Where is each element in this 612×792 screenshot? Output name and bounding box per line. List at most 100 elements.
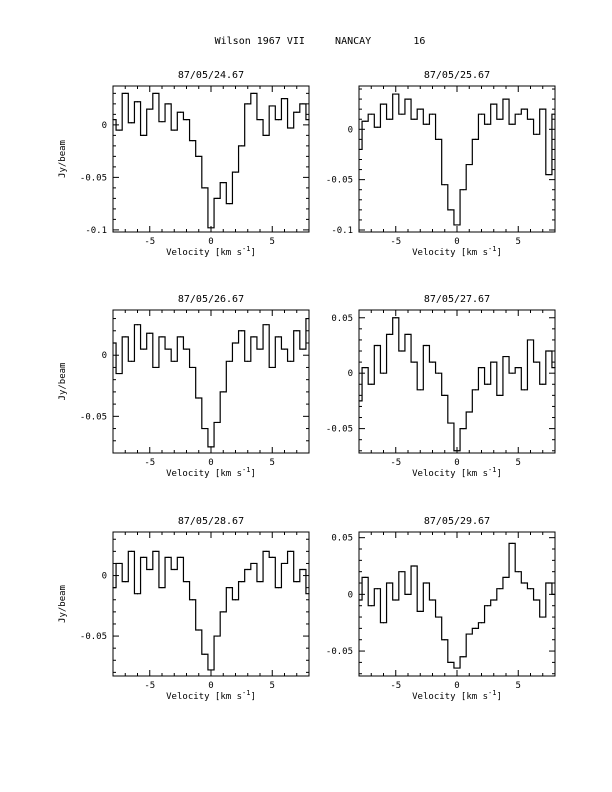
- data-point: [136, 101, 139, 103]
- x-axis-label: Velocity [km s-1]: [166, 245, 256, 258]
- y-tick-label: 0: [102, 121, 107, 131]
- data-point: [536, 599, 538, 601]
- data-point: [283, 562, 286, 565]
- y-tick-label: 0.05: [331, 314, 353, 324]
- x-tick-label: 5: [516, 681, 521, 691]
- data-point: [444, 394, 446, 396]
- data-point: [511, 372, 513, 374]
- data-point: [173, 360, 175, 362]
- data-point: [376, 126, 378, 128]
- data-point: [407, 98, 409, 100]
- data-point: [425, 582, 427, 584]
- panel-5: 87/05/28.67 -5 0 5 0 -0.05 Velocity [km s-1] Jy…: [58, 516, 310, 702]
- data-point: [382, 622, 385, 624]
- data-point: [192, 366, 194, 369]
- panel-frame: [112, 85, 310, 233]
- data-point: [308, 317, 310, 320]
- data-point: [419, 389, 421, 391]
- data-point: [124, 581, 126, 583]
- data-point: [499, 588, 501, 590]
- x-tick-label: -5: [390, 681, 401, 691]
- data-point: [143, 134, 145, 136]
- data-point: [493, 361, 495, 363]
- data-point: [529, 588, 532, 590]
- data-point: [474, 389, 476, 391]
- data-point: [228, 203, 230, 205]
- data-point: [523, 582, 525, 584]
- data-point: [234, 342, 237, 344]
- data-point: [480, 113, 483, 115]
- data-point: [376, 588, 378, 590]
- data-point: [456, 667, 458, 669]
- y-tick-label: 0.05: [331, 534, 353, 544]
- data-point: [517, 367, 519, 369]
- data-point: [413, 361, 415, 363]
- data-point: [216, 421, 218, 424]
- data-point: [364, 576, 366, 578]
- data-point: [308, 593, 310, 595]
- data-point: [468, 633, 470, 635]
- data-point: [167, 348, 169, 350]
- data-point: [155, 92, 157, 94]
- data-point: [536, 361, 538, 363]
- data-point: [370, 383, 372, 385]
- y-axis-label: Jy/beam: [58, 585, 68, 623]
- y-tick-label: 0: [348, 125, 353, 135]
- data-point: [241, 581, 243, 583]
- data-point: [370, 113, 372, 115]
- panel-4: 87/05/27.67 -5 0 5 0.05 0 -0.05 Velocity [km s-…: [326, 294, 556, 479]
- data-point: [364, 120, 366, 122]
- panel-title: 87/05/29.67: [424, 516, 490, 527]
- x-axis-label: Velocity [km s-1]: [412, 245, 502, 258]
- data-point: [277, 587, 279, 589]
- data-point: [358, 599, 360, 601]
- y-tick-label: -0.05: [80, 632, 107, 642]
- x-tick-label: 5: [270, 237, 275, 247]
- data-point: [474, 627, 476, 629]
- data-point: [155, 366, 157, 369]
- data-point: [376, 344, 378, 347]
- data-point: [185, 581, 188, 583]
- data-point: [228, 587, 230, 589]
- data-point: [130, 360, 132, 362]
- data-point: [370, 605, 372, 607]
- data-point: [395, 93, 397, 95]
- data-point: [419, 108, 421, 110]
- data-point: [228, 360, 230, 362]
- data-point: [161, 336, 163, 338]
- data-point: [505, 355, 507, 358]
- data-point: [216, 635, 218, 637]
- data-point: [204, 653, 206, 655]
- data-point: [364, 367, 366, 369]
- y-tick-label: 0: [348, 369, 353, 379]
- data-point: [259, 348, 261, 350]
- data-point: [124, 336, 126, 338]
- data-point: [431, 599, 434, 601]
- y-tick-label: 0: [102, 351, 107, 361]
- data-point: [155, 550, 157, 552]
- panel-title: 87/05/28.67: [178, 516, 244, 527]
- panel-title: 87/05/26.67: [178, 294, 244, 305]
- y-tick-label: 0: [348, 590, 353, 600]
- y-tick-label: -0.05: [326, 647, 353, 657]
- data-point: [548, 582, 550, 584]
- panel-frame: [358, 85, 556, 233]
- data-point: [277, 119, 279, 121]
- data-point: [462, 428, 464, 430]
- spectrum-line-1: [113, 317, 309, 448]
- y-tick-label: -0.05: [80, 173, 107, 183]
- y-tick-label: -0.05: [326, 176, 353, 186]
- page-title-object: Wilson 1967 VII: [214, 36, 305, 47]
- panel-frame: [112, 309, 310, 454]
- data-point: [222, 391, 224, 393]
- data-point: [192, 140, 194, 142]
- x-tick-label: 5: [516, 458, 521, 468]
- data-point: [179, 556, 181, 559]
- data-point: [542, 616, 544, 618]
- data-point: [149, 108, 151, 110]
- x-axis-label: Velocity [km s-1]: [412, 466, 502, 479]
- data-point: [413, 118, 415, 120]
- panel-6: 87/05/29.67 -5 0 5 0.05 0 -0.05 Velocity [km s-…: [326, 516, 556, 702]
- y-axis-label: Jy/beam: [58, 363, 68, 401]
